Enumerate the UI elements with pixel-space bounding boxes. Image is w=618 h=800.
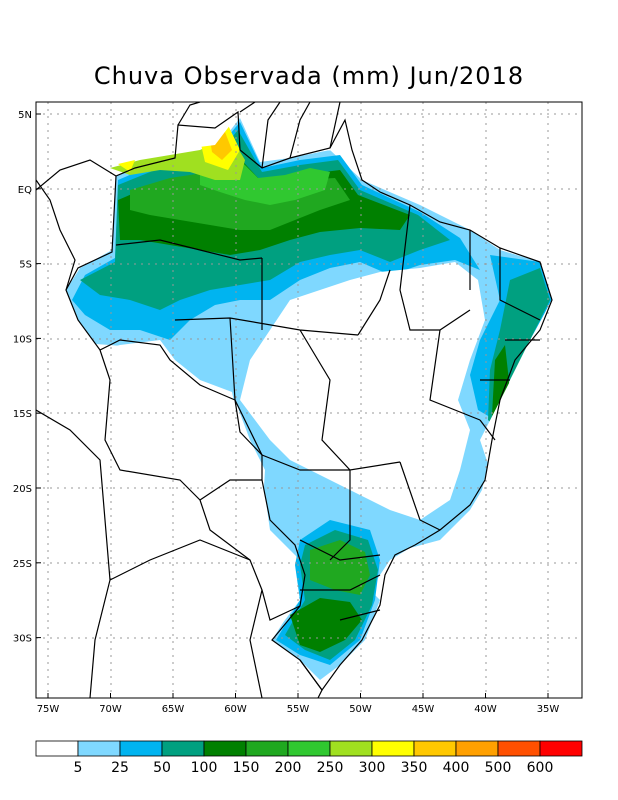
- lat-tick-label: 15S: [13, 409, 32, 420]
- lon-tick-label: 60W: [224, 704, 247, 715]
- political-borders: [36, 102, 553, 698]
- legend-label: 400: [443, 760, 470, 776]
- legend-color-box: [119, 740, 163, 757]
- brazil-border: [65, 110, 553, 692]
- lat-tick-label: EQ: [18, 185, 32, 196]
- legend-color-box: [161, 740, 205, 757]
- legend-label: 600: [527, 760, 554, 776]
- legend-label: 250: [317, 760, 344, 776]
- map-grid: [36, 102, 582, 698]
- argentina-border: [109, 539, 263, 698]
- legend-label: 150: [233, 760, 260, 776]
- rainfall-map: 75W 70W 65W 60W 55W 50W 45W 40W 35W 5N EQ 5S 10S 15S…: [13, 101, 583, 715]
- lon-tick-label: 50W: [349, 704, 372, 715]
- lon-tick-label: 45W: [412, 704, 435, 715]
- rain-region-below-5-west: [36, 340, 300, 698]
- rainfall-shading: [36, 102, 582, 698]
- legend-label: 300: [359, 760, 386, 776]
- lon-tick-label: 75W: [37, 704, 60, 715]
- legend-color-box: [35, 740, 79, 757]
- legend-color-box: [371, 740, 415, 757]
- lon-tick-label: 55W: [287, 704, 310, 715]
- legend-color-box: [497, 740, 541, 757]
- uruguay-border: [299, 659, 323, 698]
- legend-label: 500: [485, 760, 512, 776]
- lat-tick-label: 5N: [18, 110, 32, 121]
- legend-color-box: [287, 740, 331, 757]
- legend-label: 200: [275, 760, 302, 776]
- longitude-ticks: 75W 70W 65W 60W 55W 50W 45W 40W 35W: [37, 693, 560, 715]
- lon-tick-label: 35W: [537, 704, 560, 715]
- legend-color-box: [203, 740, 247, 757]
- legend-label: 50: [153, 760, 171, 776]
- map-frame: [35, 101, 583, 699]
- lat-tick-label: 30S: [13, 634, 32, 645]
- rain-region-below-5-north: [36, 102, 582, 258]
- lat-tick-label: 20S: [13, 484, 32, 495]
- south-america-west-coast: [36, 179, 111, 698]
- paraguay-border: [199, 499, 301, 621]
- map-title: Chuva Observada (mm) Jun/2018: [93, 62, 525, 90]
- lat-tick-label: 10S: [13, 334, 32, 345]
- lon-tick-label: 65W: [162, 704, 185, 715]
- lon-tick-label: 40W: [474, 704, 497, 715]
- legend-label: 5: [74, 760, 83, 776]
- rain-region-150-200-south: [310, 540, 370, 595]
- legend-color-box: [455, 740, 499, 757]
- legend-color-box: [329, 740, 373, 757]
- north-countries: [36, 102, 341, 191]
- bolivia-border: [99, 349, 262, 501]
- state-borders: [115, 204, 541, 621]
- rain-region-below-5-ocean: [380, 240, 582, 698]
- legend-color-box: [245, 740, 289, 757]
- legend-color-box: [413, 740, 457, 757]
- rain-region-below-5: [240, 262, 485, 520]
- legend-color-box: [539, 740, 583, 757]
- legend-label: 100: [191, 760, 218, 776]
- lat-tick-label: 5S: [19, 260, 32, 271]
- legend-color-box: [77, 740, 121, 757]
- legend-label: 350: [401, 760, 428, 776]
- lat-tick-label: 25S: [13, 559, 32, 570]
- latitude-ticks: 5N EQ 5S 10S 15S 20S 25S 30S: [13, 110, 41, 645]
- lon-tick-label: 70W: [99, 704, 122, 715]
- legend-label: 25: [111, 760, 129, 776]
